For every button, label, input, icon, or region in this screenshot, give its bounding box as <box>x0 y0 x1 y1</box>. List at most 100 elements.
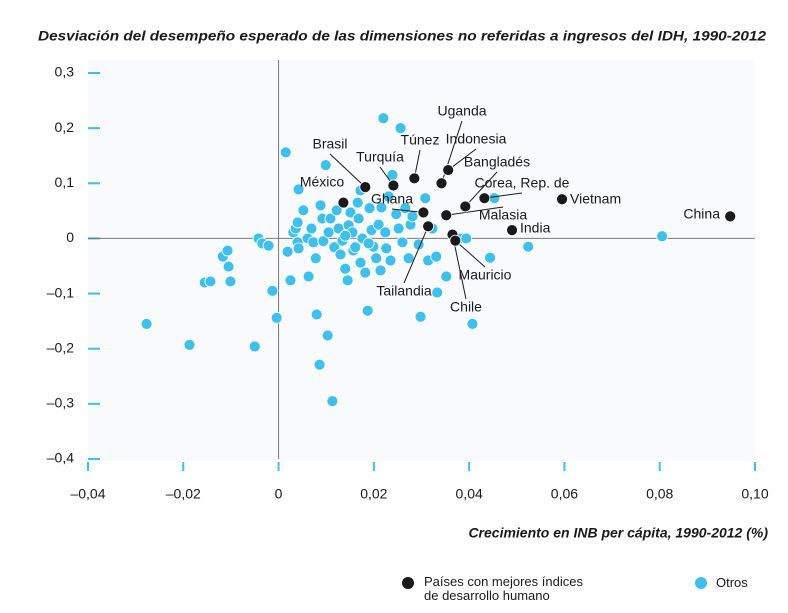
point <box>522 240 535 253</box>
point <box>313 358 326 371</box>
point <box>449 234 462 247</box>
point <box>359 181 372 194</box>
x-tick-label: 0,04 <box>456 486 483 502</box>
legend-label: Otros <box>716 575 748 590</box>
point <box>396 236 409 249</box>
point <box>284 274 297 287</box>
y-tick-label: –0,1 <box>47 284 74 300</box>
point <box>440 270 453 283</box>
point <box>307 236 320 249</box>
y-tick-label: 0 <box>66 229 74 245</box>
point-label: Ghana <box>371 191 413 207</box>
leader-line <box>403 226 429 284</box>
point <box>361 304 374 317</box>
point-label: Brasil <box>312 136 347 152</box>
point <box>266 284 279 297</box>
point-label: México <box>300 174 345 190</box>
point <box>352 212 365 225</box>
point <box>431 286 444 299</box>
y-tick-label: 0,2 <box>55 119 75 135</box>
point <box>478 192 491 205</box>
point <box>319 159 332 171</box>
x-tick-label: 0 <box>275 486 283 502</box>
point <box>488 192 501 205</box>
x-tick-label: 0,06 <box>551 486 578 502</box>
point-label: Indonesia <box>446 131 507 147</box>
x-tick-label: 0,02 <box>360 486 387 502</box>
point <box>375 201 388 214</box>
point <box>337 196 350 209</box>
point <box>419 192 432 205</box>
point <box>330 204 343 217</box>
plot-area <box>88 60 755 461</box>
point-label: Uganda <box>437 103 486 119</box>
point <box>370 252 383 265</box>
point <box>140 317 153 330</box>
point <box>339 229 352 242</box>
point-label: Chile <box>450 299 482 315</box>
point <box>292 242 305 255</box>
point <box>349 241 362 254</box>
point <box>305 222 318 235</box>
point <box>221 244 234 257</box>
point <box>183 338 196 351</box>
point <box>422 220 435 233</box>
point <box>334 248 347 261</box>
point <box>339 262 352 275</box>
point <box>314 199 327 212</box>
point <box>344 206 357 219</box>
point <box>321 329 334 342</box>
leader-line <box>329 153 366 188</box>
x-tick-label: –0,02 <box>166 486 201 502</box>
point <box>302 270 315 283</box>
y-tick-label: –0,3 <box>47 395 74 411</box>
point <box>291 216 304 229</box>
point <box>270 311 283 324</box>
point <box>459 200 472 213</box>
point <box>317 235 330 248</box>
point <box>394 122 407 135</box>
point <box>387 179 400 192</box>
point <box>382 190 395 203</box>
point <box>281 245 294 258</box>
point <box>372 218 385 231</box>
point <box>354 256 367 269</box>
point-label: Tailandia <box>376 283 431 299</box>
point <box>380 242 393 255</box>
point <box>297 204 310 217</box>
x-tick-label: –0,04 <box>70 486 105 502</box>
leader-line <box>446 206 504 216</box>
point <box>724 210 737 223</box>
point-label: India <box>520 220 551 236</box>
leader-line <box>454 240 486 268</box>
point <box>222 260 235 273</box>
point <box>279 146 292 159</box>
point <box>377 112 390 125</box>
legend-label: Países con mejores índices de desarrollo… <box>424 574 583 603</box>
y-tick-label: 0,3 <box>55 64 75 80</box>
legend-marker <box>695 577 707 589</box>
point <box>341 274 354 287</box>
point <box>351 196 364 209</box>
point-label: Bangladés <box>464 154 530 170</box>
point <box>363 202 376 215</box>
point <box>406 210 419 223</box>
leader-line <box>464 171 498 207</box>
y-tick-label: –0,4 <box>47 450 74 466</box>
point <box>656 230 668 243</box>
point <box>359 266 372 279</box>
point <box>322 226 335 239</box>
point-label: Vietnam <box>570 191 621 207</box>
point <box>556 193 568 206</box>
x-tick-label: 0,08 <box>646 486 673 502</box>
point <box>310 308 323 321</box>
y-tick-label: –0,2 <box>47 339 74 355</box>
point <box>379 226 392 239</box>
point <box>440 209 453 222</box>
point <box>484 251 497 264</box>
point <box>384 254 397 267</box>
point-label: Turquía <box>356 149 404 165</box>
point <box>417 206 430 219</box>
point <box>390 208 403 221</box>
